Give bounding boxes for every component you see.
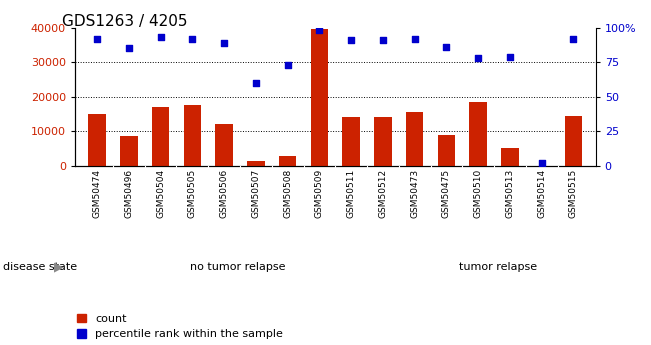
Text: GSM50475: GSM50475 [442,169,451,218]
Text: GSM50511: GSM50511 [346,169,355,218]
Text: GSM50504: GSM50504 [156,169,165,218]
Text: GSM50473: GSM50473 [410,169,419,218]
Text: GSM50496: GSM50496 [124,169,133,218]
Text: ▶: ▶ [54,261,63,274]
Point [473,55,484,61]
Bar [89,114,106,166]
Bar [247,161,264,166]
Text: no tumor relapse: no tumor relapse [190,263,285,272]
Text: GSM50509: GSM50509 [315,169,324,218]
Text: GSM50510: GSM50510 [474,169,482,218]
Bar [279,156,296,166]
Point [314,28,325,33]
Point [92,36,102,41]
Text: GSM50505: GSM50505 [188,169,197,218]
Text: GSM50506: GSM50506 [219,169,229,218]
Bar [437,135,455,166]
Point [283,62,293,68]
Bar [374,117,392,166]
Point [505,54,515,59]
Text: GSM50514: GSM50514 [537,169,546,218]
Text: GSM50512: GSM50512 [378,169,387,218]
Bar [469,102,487,166]
Text: GSM50515: GSM50515 [569,169,578,218]
Text: GSM50508: GSM50508 [283,169,292,218]
Point [251,80,261,86]
Bar [215,124,233,166]
Point [124,46,134,51]
Text: disease state: disease state [3,263,77,272]
Bar [342,117,360,166]
Point [156,34,166,40]
Text: GSM50474: GSM50474 [92,169,102,218]
Point [568,36,579,41]
Point [378,37,388,43]
Text: GSM50513: GSM50513 [505,169,514,218]
Bar [311,29,328,166]
Text: GSM50507: GSM50507 [251,169,260,218]
Point [536,160,547,166]
Bar [152,107,169,166]
Bar [564,116,582,166]
Legend: count, percentile rank within the sample: count, percentile rank within the sample [77,314,283,339]
Point [346,37,356,43]
Text: tumor relapse: tumor relapse [459,263,537,272]
Bar [184,105,201,166]
Bar [501,148,519,166]
Point [219,40,229,46]
Point [441,44,452,50]
Bar [120,136,137,166]
Text: GDS1263 / 4205: GDS1263 / 4205 [62,14,187,29]
Bar [406,112,423,166]
Point [187,36,197,41]
Point [409,36,420,41]
